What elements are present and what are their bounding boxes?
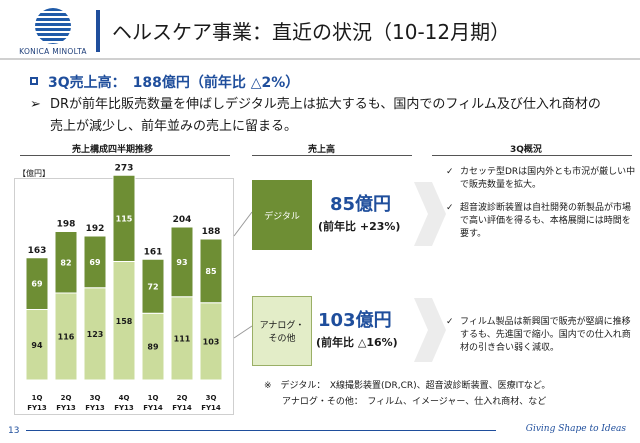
page-title: ヘルスケア事業：直近の状況（10-12月期） — [112, 20, 511, 44]
x-tick-label: 3Q — [90, 394, 101, 402]
globe-logo-icon — [35, 8, 71, 44]
check-icon: ✓ — [446, 203, 454, 213]
digital-note-1: ✓ カセッテ型DRは国内外とも市況が厳しい中で販売数量を拡大。 — [446, 167, 636, 190]
x-tick-label: FY13 — [85, 404, 105, 412]
check-icon: ✓ — [446, 167, 454, 177]
bar-total-label: 273 — [115, 163, 134, 173]
callout-connectors — [233, 182, 446, 362]
bar-segment — [54, 231, 78, 294]
overview-section-rule — [432, 155, 632, 156]
bar-total-label: 161 — [144, 247, 163, 257]
bar-segment — [112, 174, 136, 262]
bar-total-label: 163 — [28, 246, 47, 256]
analog-note-1: ✓ フィルム製品は新興国で販売が堅調に推移するも、先進国で縮小。国内での仕入れ商材… — [446, 317, 631, 353]
x-tick-label: FY13 — [27, 404, 47, 412]
digital-sales-value: 85億円 — [330, 194, 392, 215]
bar-segment — [199, 238, 223, 304]
footnote-line-2: アナログ・その他： フィルム、イメージャー、仕入れ商材、など — [264, 397, 547, 407]
sales-section-rule — [252, 155, 412, 156]
x-tick-label: 4Q — [119, 394, 130, 402]
bar-total-label: 188 — [202, 227, 221, 237]
bar-segment — [170, 226, 194, 298]
bar-value-label: 82 — [60, 258, 71, 267]
x-tick-label: FY13 — [114, 404, 134, 412]
title-accent-bar — [96, 10, 100, 52]
bar-value-label: 69 — [89, 258, 101, 267]
bar-value-label: 111 — [174, 334, 191, 343]
x-tick-label: FY14 — [172, 404, 192, 412]
bar-value-label: 94 — [31, 341, 43, 350]
company-logo: KONICA MINOLTA — [14, 8, 92, 56]
bar-total-label: 204 — [173, 215, 192, 225]
x-tick-label: 1Q — [32, 394, 43, 402]
detail-line-1: DRが前年比販売数量を伸ばしデジタル売上は拡大するも、国内でのフィルム及び仕入れ… — [50, 97, 601, 112]
digital-tile-label: デジタル — [264, 211, 300, 222]
bar-value-label: 72 — [147, 282, 158, 291]
footer-rule — [26, 430, 496, 431]
bar-segment — [25, 257, 49, 310]
chart-section-header: 売上構成四半期推移 — [72, 145, 154, 155]
bar-total-label: 198 — [57, 220, 76, 230]
check-icon: ✓ — [446, 317, 454, 327]
bar-value-label: 69 — [31, 280, 43, 289]
bar-segment — [83, 235, 107, 289]
x-tick-label: FY14 — [143, 404, 163, 412]
bar-value-label: 158 — [116, 317, 133, 326]
bar-value-label: 115 — [116, 214, 133, 223]
segment-definition-note: ※ デジタル： X線撮影装置(DR,CR)、超音波診断装置、医療ITなど。 アナ… — [264, 378, 550, 410]
bar-value-label: 89 — [147, 343, 159, 352]
arrow-bullet-icon: ➢ — [30, 97, 41, 112]
logo-text: KONICA MINOLTA — [19, 47, 87, 56]
bar-value-label: 103 — [203, 337, 220, 346]
digital-chevron-icon — [414, 182, 446, 246]
tagline: Giving Shape to Ideas — [525, 424, 626, 434]
bar-value-label: 116 — [58, 333, 75, 342]
headline-text: 3Q売上高： 188億円（前年比 △2%） — [48, 75, 300, 91]
bar-value-label: 123 — [87, 330, 104, 339]
bar-total-label: 192 — [86, 224, 105, 234]
x-tick-label: FY13 — [56, 404, 76, 412]
analog-segment-tile: アナログ・ その他 — [252, 296, 312, 366]
bar-value-label: 93 — [176, 258, 187, 267]
overview-section-header: 3Q概況 — [510, 145, 542, 155]
analog-notes: ✓ フィルム製品は新興国で販売が堅調に推移するも、先進国で縮小。国内での仕入れ商材… — [446, 316, 636, 361]
header-divider — [0, 58, 640, 60]
detail-line-2: 売上が減少し、前年並みの売上に留まる。 — [50, 119, 298, 134]
digital-yoy: (前年比 +23%) — [318, 220, 401, 233]
chart-section-rule — [20, 155, 230, 156]
headline-bullet: 3Q売上高： 188億円（前年比 △2%） — [30, 72, 299, 92]
unit-label: 【億円】 — [18, 169, 50, 178]
x-tick-label: 3Q — [206, 394, 217, 402]
bar-segment — [141, 258, 165, 314]
x-tick-label: 1Q — [148, 394, 159, 402]
x-tick-label: FY14 — [201, 404, 221, 412]
detail-bullet: ➢ DRが前年比販売数量を伸ばしデジタル売上は拡大するも、国内でのフィルム及び仕… — [30, 94, 620, 138]
analog-yoy: (前年比 △16%) — [316, 336, 398, 349]
analog-tile-label-2: その他 — [268, 334, 296, 344]
digital-segment-tile: デジタル — [252, 180, 312, 250]
digital-notes: ✓ カセッテ型DRは国内外とも市況が厳しい中で販売数量を拡大。 ✓ 超音波診断装置は… — [446, 166, 636, 247]
analog-sales-value: 103億円 — [318, 310, 392, 331]
bar-value-label: 85 — [205, 267, 217, 276]
analog-chevron-icon — [414, 298, 446, 362]
digital-note-2: ✓ 超音波診断装置は自社開発の新製品が市場で高い評価を得るも、本格展開には時間を要… — [446, 203, 632, 239]
analog-tile-label-1: アナログ・ — [259, 321, 305, 331]
page-number: 13 — [8, 426, 20, 436]
square-bullet-icon — [30, 77, 38, 85]
footnote-line-1: ※ デジタル： X線撮影装置(DR,CR)、超音波診断装置、医療ITなど。 — [264, 381, 551, 391]
sales-section-header: 売上高 — [308, 145, 336, 155]
x-tick-label: 2Q — [61, 394, 72, 402]
x-tick-label: 2Q — [177, 394, 188, 402]
